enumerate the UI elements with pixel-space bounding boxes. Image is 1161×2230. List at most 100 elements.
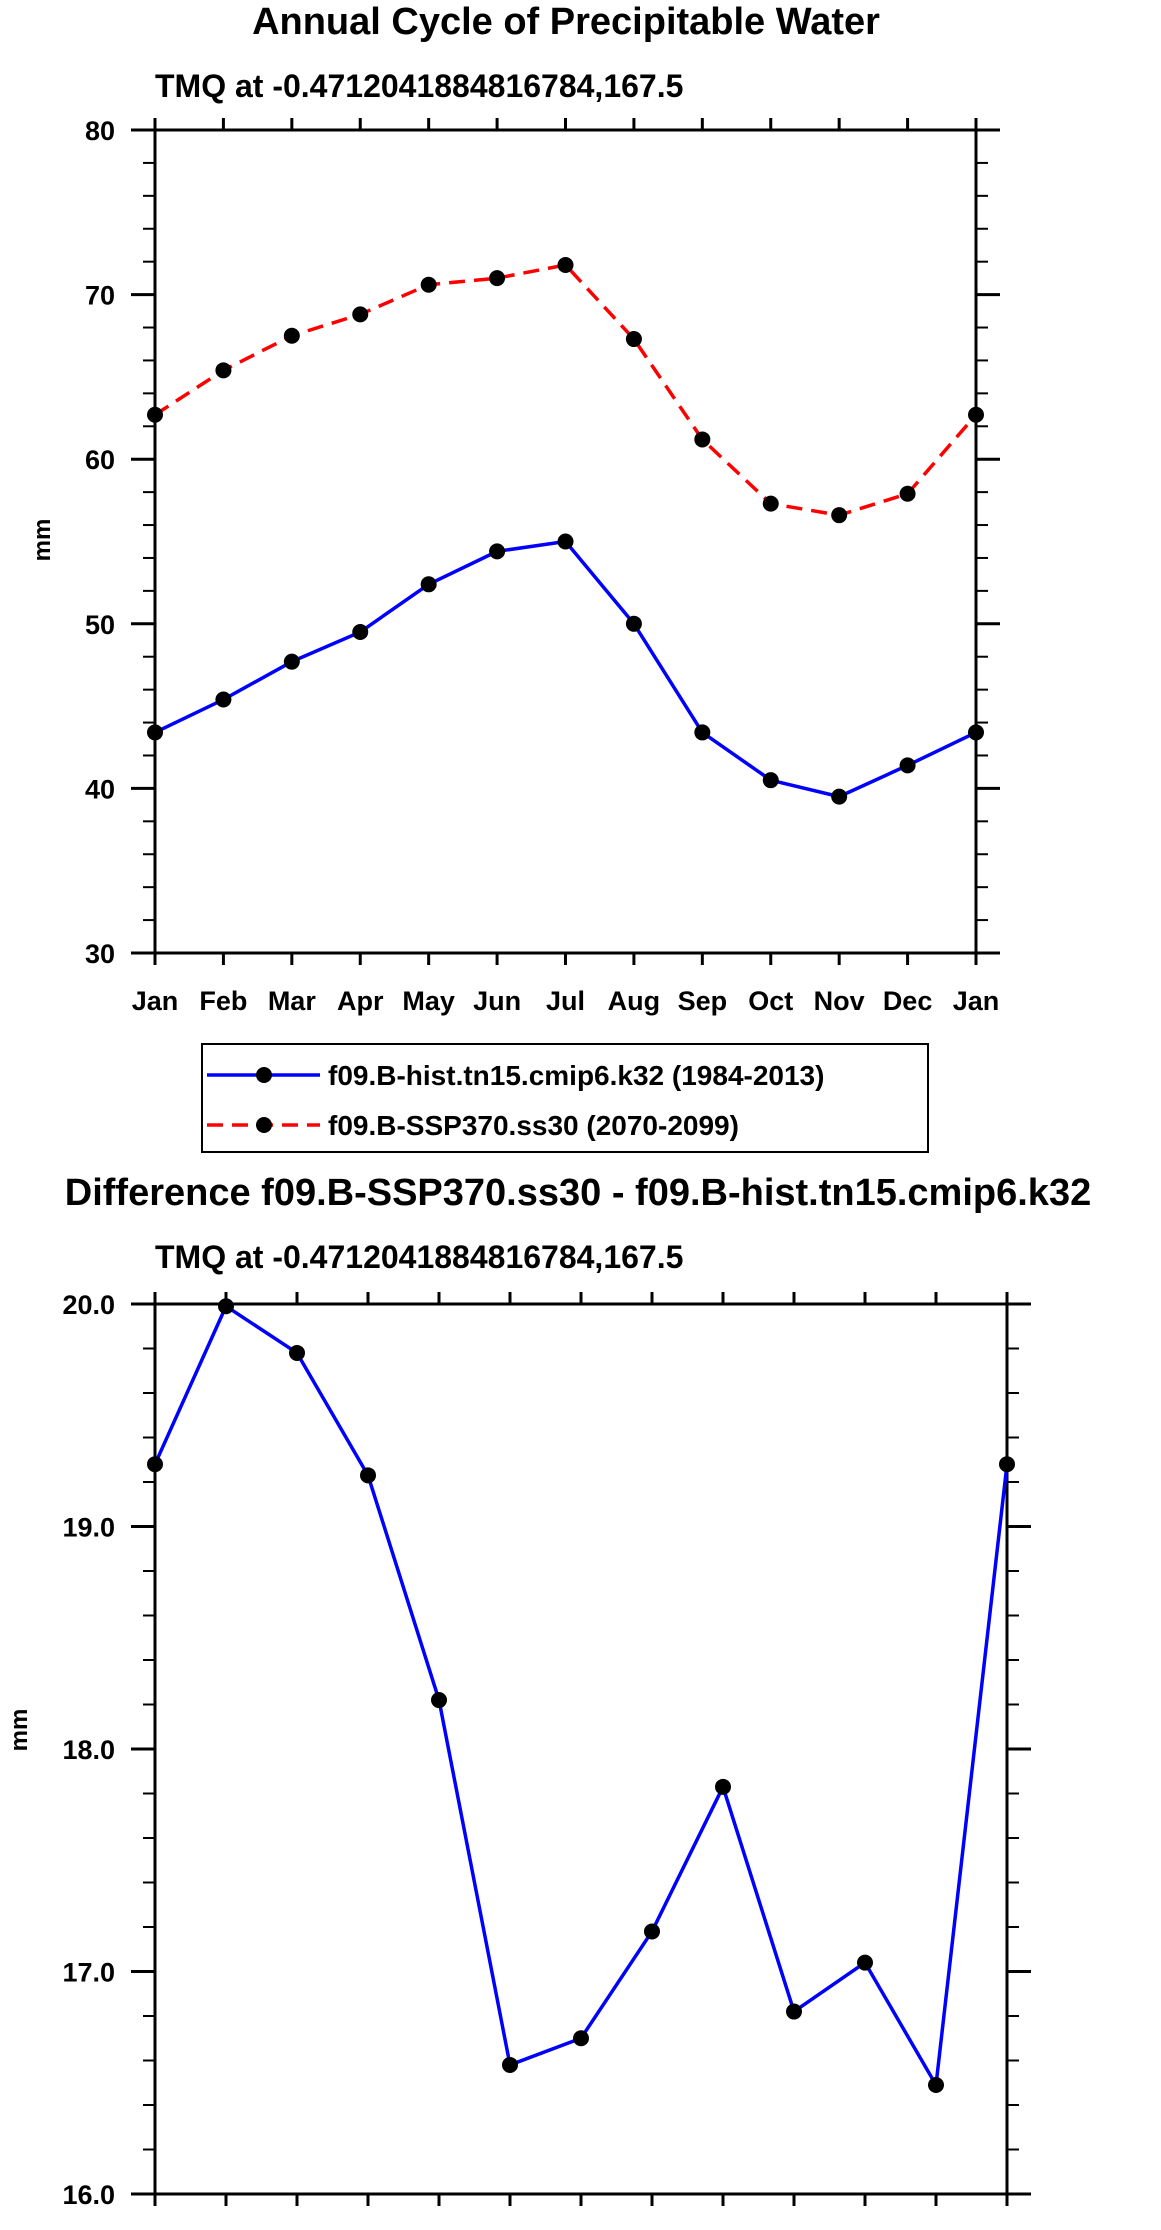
data-point bbox=[147, 1456, 163, 1473]
x-tick-label: Jul bbox=[546, 986, 585, 1016]
y-tick-label: 20.0 bbox=[62, 1290, 115, 1320]
data-point bbox=[899, 757, 916, 774]
series-line-0 bbox=[154, 539, 977, 799]
x-tick-labels: Jan Feb Mar Apr May Jun Jul Aug Sep Oct Nov Dec Jan bbox=[132, 2227, 1031, 2230]
x-tick-label: Dec bbox=[883, 986, 933, 1016]
data-point bbox=[360, 1467, 376, 1484]
y-tick-label: 50 bbox=[85, 610, 115, 640]
data-point bbox=[489, 270, 506, 287]
data-point bbox=[694, 724, 711, 741]
x-tick-label: Feb bbox=[199, 986, 247, 1016]
data-point bbox=[215, 691, 232, 708]
x-tick-label: Apr bbox=[337, 986, 384, 1016]
x-tick-label: Jun bbox=[473, 986, 521, 1016]
x-tick-label: Jan bbox=[132, 986, 179, 1016]
difference-chart: Difference f09.B-SSP370.ss30 - f09.B-his… bbox=[6, 1172, 1091, 2230]
x-tick-label: Jan bbox=[132, 2227, 179, 2230]
x-tick-label: May bbox=[402, 986, 455, 1016]
x-tick-label: Oct bbox=[771, 2227, 816, 2230]
y-tick-label: 19.0 bbox=[62, 1513, 115, 1543]
data-point bbox=[762, 495, 779, 512]
data-point bbox=[625, 615, 642, 632]
chart-subtitle: TMQ at -0.4712041884816784,167.5 bbox=[155, 68, 683, 104]
y-axis-label: mm bbox=[6, 1709, 33, 1752]
data-point bbox=[557, 533, 574, 550]
x-tick-label: Sep bbox=[678, 986, 728, 1016]
legend-marker-hist bbox=[256, 1067, 272, 1083]
data-point bbox=[289, 1344, 305, 1361]
data-point bbox=[694, 431, 711, 448]
x-tick-label: Oct bbox=[748, 986, 793, 1016]
data-point bbox=[968, 406, 984, 423]
legend-marker-ssp370 bbox=[256, 1117, 272, 1133]
legend-label-hist: f09.B-hist.tn15.cmip6.k32 (1984-2013) bbox=[328, 1060, 824, 1091]
x-tick-label: Aug bbox=[626, 2227, 678, 2230]
x-tick-label: May bbox=[413, 2227, 466, 2230]
x-tick-label: Aug bbox=[608, 986, 660, 1016]
data-point bbox=[786, 2003, 802, 2020]
series-group bbox=[147, 1298, 1015, 2093]
data-point bbox=[968, 724, 984, 741]
series-group bbox=[147, 256, 984, 805]
x-tick-label: Jan bbox=[953, 986, 1000, 1016]
data-point bbox=[831, 788, 848, 805]
data-point bbox=[573, 2030, 589, 2047]
data-point bbox=[420, 276, 437, 293]
data-point bbox=[999, 1456, 1015, 1473]
x-tick-label: Mar bbox=[273, 2227, 322, 2230]
data-point bbox=[857, 1954, 873, 1971]
y-tick-label: 70 bbox=[85, 281, 115, 311]
plot-frame bbox=[153, 1302, 1009, 2196]
chart-subtitle: TMQ at -0.4712041884816784,167.5 bbox=[155, 1239, 683, 1275]
data-point bbox=[283, 653, 300, 670]
x-tick-label: Jan bbox=[984, 2227, 1031, 2230]
x-tick-label: Mar bbox=[268, 986, 317, 1016]
x-tick-label: Feb bbox=[202, 2227, 250, 2230]
y-axis-label: mm bbox=[29, 519, 56, 562]
data-point bbox=[431, 1692, 447, 1709]
x-tick-label: Jul bbox=[561, 2227, 600, 2230]
x-tick-label: Dec bbox=[911, 2227, 961, 2230]
data-point bbox=[557, 256, 574, 273]
x-tick-label: Jun bbox=[486, 2227, 534, 2230]
axis-ticks bbox=[131, 118, 1000, 965]
series-line-1 bbox=[154, 263, 978, 517]
y-tick-label: 18.0 bbox=[62, 1735, 115, 1765]
x-tick-label: Sep bbox=[698, 2227, 748, 2230]
data-point bbox=[215, 362, 232, 379]
y-tick-labels: 30 40 50 60 70 80 bbox=[85, 116, 115, 969]
y-tick-label: 40 bbox=[85, 774, 115, 804]
data-point bbox=[147, 724, 163, 741]
y-tick-label: 60 bbox=[85, 445, 115, 475]
data-point bbox=[352, 306, 369, 323]
data-point bbox=[928, 2076, 944, 2093]
data-point bbox=[831, 507, 848, 524]
data-point bbox=[420, 576, 437, 593]
data-point bbox=[218, 1298, 234, 1315]
data-point bbox=[502, 2056, 518, 2073]
data-point bbox=[762, 772, 779, 789]
data-point bbox=[644, 1923, 660, 1940]
chart-title: Difference f09.B-SSP370.ss30 - f09.B-his… bbox=[65, 1172, 1091, 1214]
data-point bbox=[625, 331, 642, 348]
data-point bbox=[283, 327, 300, 344]
chart-title: Annual Cycle of Precipitable Water bbox=[252, 1, 880, 43]
legend-label-ssp370: f09.B-SSP370.ss30 (2070-2099) bbox=[328, 1110, 739, 1141]
legend: f09.B-hist.tn15.cmip6.k32 (1984-2013) f0… bbox=[201, 1043, 929, 1153]
x-tick-label: Apr bbox=[345, 2227, 392, 2230]
axis-ticks bbox=[131, 1292, 1031, 2206]
x-tick-label: Nov bbox=[839, 2227, 890, 2230]
y-tick-label: 16.0 bbox=[62, 2180, 115, 2210]
data-point bbox=[489, 543, 506, 560]
data-point bbox=[352, 624, 369, 641]
data-point bbox=[147, 406, 163, 423]
y-tick-label: 30 bbox=[85, 939, 115, 969]
x-tick-labels: Jan Feb Mar Apr May Jun Jul Aug Sep Oct Nov Dec Jan bbox=[132, 986, 1000, 1016]
legend-box bbox=[201, 1043, 929, 1153]
y-tick-labels: 16.0 17.0 18.0 19.0 20.0 bbox=[62, 1290, 115, 2210]
series-line-0 bbox=[153, 1304, 1009, 2087]
data-point bbox=[899, 485, 916, 502]
y-tick-label: 17.0 bbox=[62, 1958, 115, 1988]
annual-cycle-chart: Annual Cycle of Precipitable Water TMQ a… bbox=[29, 1, 1000, 1153]
